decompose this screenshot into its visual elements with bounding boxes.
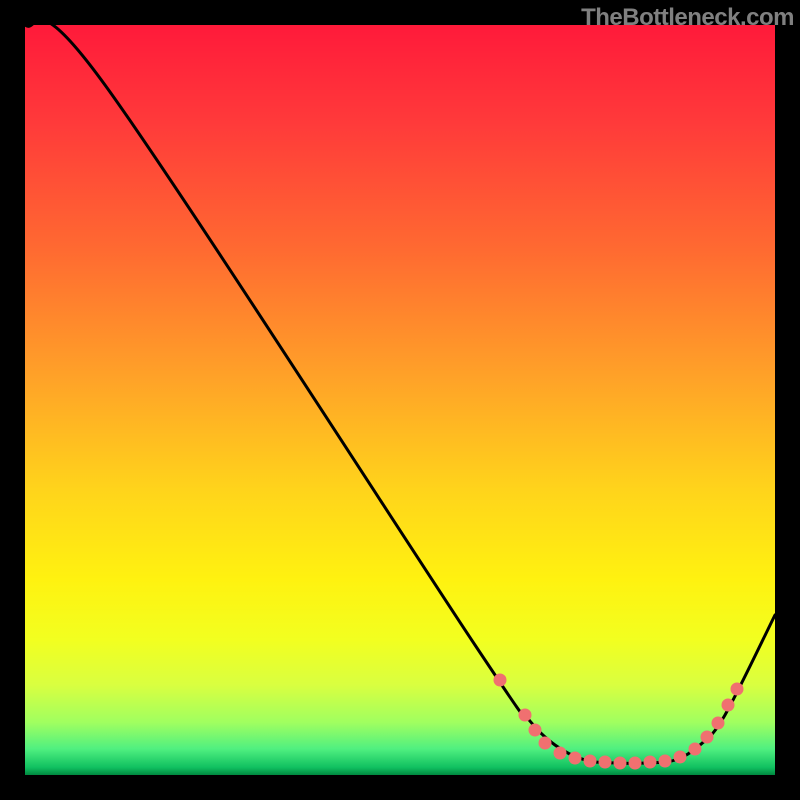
plot-svg [25, 25, 775, 775]
data-marker [599, 756, 611, 768]
data-marker [629, 757, 641, 769]
data-marker [731, 683, 743, 695]
watermark-text: TheBottleneck.com [581, 4, 794, 32]
data-marker [494, 674, 506, 686]
data-marker [554, 747, 566, 759]
data-marker [722, 699, 734, 711]
data-marker [644, 756, 656, 768]
data-marker [712, 717, 724, 729]
data-marker [674, 751, 686, 763]
data-marker [689, 743, 701, 755]
data-marker [659, 755, 671, 767]
data-marker [569, 752, 581, 764]
data-marker [519, 709, 531, 721]
data-marker [701, 731, 713, 743]
data-marker [614, 757, 626, 769]
data-marker [529, 724, 541, 736]
data-marker [584, 755, 596, 767]
chart-frame: TheBottleneck.com [0, 0, 800, 800]
data-marker [539, 737, 551, 749]
gradient-background [25, 25, 775, 775]
plot-area [25, 25, 775, 775]
